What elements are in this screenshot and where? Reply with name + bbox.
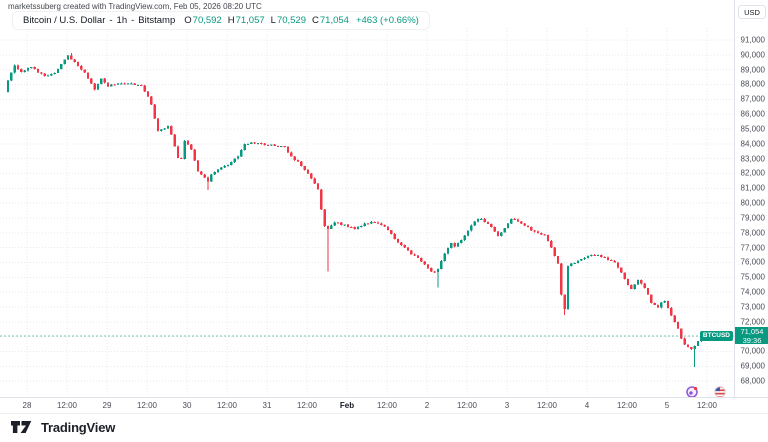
time-tick-label: 2 — [424, 401, 430, 410]
grid-layer — [0, 28, 734, 397]
high-value: 71,057 — [235, 15, 265, 26]
time-tick-label: 4 — [584, 401, 590, 410]
price-tick-label: 77,000 — [740, 243, 765, 253]
close-label: C — [312, 15, 319, 26]
open-value: 70,592 — [192, 15, 222, 26]
price-tick-label: 69,000 — [740, 361, 765, 371]
price-tick-label: 73,000 — [740, 302, 765, 312]
price-tick-label: 78,000 — [740, 228, 765, 238]
interval-label: 1h — [116, 15, 128, 26]
price-tick-label: 81,000 — [740, 183, 765, 193]
time-tick-label: 28 — [22, 401, 32, 410]
price-tick-label: 79,000 — [740, 213, 765, 223]
tradingview-logo[interactable]: TradingView — [10, 418, 115, 436]
time-tick-label: 12:00 — [696, 401, 718, 410]
price-tick-label: 82,000 — [740, 168, 765, 178]
price-tick-label: 74,000 — [740, 287, 765, 297]
price-tick-label: 88,000 — [740, 79, 765, 89]
time-tick-label: 12:00 — [216, 401, 238, 410]
symbol-title: Bitcoin / U.S. Dollar — [23, 15, 106, 26]
crypto-event-icon[interactable] — [686, 385, 698, 398]
symbol-price-tag: BTCUSD — [699, 330, 733, 341]
price-tick-label: 68,000 — [740, 376, 765, 386]
legend-separator: - — [131, 15, 135, 26]
price-tick-label: 76,000 — [740, 257, 765, 267]
price-tick-label: 87,000 — [740, 94, 765, 104]
time-tick-label: 30 — [182, 401, 192, 410]
last-price-value: 71,054 — [740, 327, 764, 337]
tradingview-mark-icon — [11, 421, 32, 433]
price-tick-label: 84,000 — [740, 139, 765, 149]
price-tick-label: 89,000 — [740, 65, 765, 75]
legend-separator: - — [109, 15, 113, 26]
high-label: H — [227, 15, 235, 26]
ohlc-values: O70,592 H71,057 L70,529 C71,054 — [184, 15, 355, 26]
candlestick-chart[interactable] — [0, 0, 768, 397]
chart-pane[interactable]: Bitcoin / U.S. Dollar - 1h - Bitstamp O7… — [0, 0, 768, 398]
price-tick-label: 70,000 — [740, 346, 765, 356]
price-tick-label: 86,000 — [740, 109, 765, 119]
time-tick-label: 12:00 — [296, 401, 318, 410]
price-tick-label: 83,000 — [740, 154, 765, 164]
tradingview-logo-text: TradingView — [41, 419, 116, 435]
time-tick-label: 12:00 — [136, 401, 158, 410]
price-tick-label: 80,000 — [740, 198, 765, 208]
price-tick-label: 75,000 — [740, 272, 765, 282]
time-tick-label: 12:00 — [616, 401, 638, 410]
exchange-label: Bitstamp — [138, 15, 176, 26]
symbol-legend[interactable]: Bitcoin / U.S. Dollar - 1h - Bitstamp O7… — [12, 11, 430, 30]
us-economic-event-icon[interactable] — [714, 385, 726, 398]
time-tick-label: 29 — [102, 401, 112, 410]
time-tick-label: 12:00 — [536, 401, 558, 410]
low-value: 70,529 — [276, 15, 307, 26]
time-tick-label: 12:00 — [456, 401, 478, 410]
bar-countdown: 39:36 — [742, 335, 762, 345]
time-scale[interactable]: 28 12:00 29 12:00 30 12:00 31 12:00 Feb 12:00 2 12:… — [0, 397, 768, 414]
time-tick-label: 3 — [504, 401, 510, 410]
time-tick-label: 5 — [664, 401, 670, 410]
open-label: O — [184, 15, 192, 26]
currency-unit-button[interactable]: USD — [738, 5, 766, 19]
price-scale[interactable]: USD 91,000 90,000 89,000 88,000 87,000 86,000… — [734, 0, 768, 397]
change-value: +463 (+0.66%) — [355, 15, 419, 26]
time-tick-label: 12:00 — [56, 401, 78, 410]
close-value: 71,054 — [319, 15, 349, 26]
last-price-badge: 71,054 39:36 — [735, 327, 768, 344]
candles-layer — [6, 53, 706, 367]
price-tick-label: 91,000 — [740, 35, 765, 45]
low-label: L — [270, 15, 276, 26]
time-tick-label: 31 — [262, 401, 272, 410]
price-tick-label: 90,000 — [740, 50, 765, 60]
time-tick-label: Feb — [339, 401, 355, 410]
time-tick-label: 12:00 — [376, 401, 398, 410]
price-tick-label: 72,000 — [740, 317, 765, 327]
footer: TradingView — [0, 413, 768, 442]
attribution-text: marketssuberg created with TradingView.c… — [8, 2, 262, 11]
price-tick-label: 85,000 — [740, 124, 765, 134]
